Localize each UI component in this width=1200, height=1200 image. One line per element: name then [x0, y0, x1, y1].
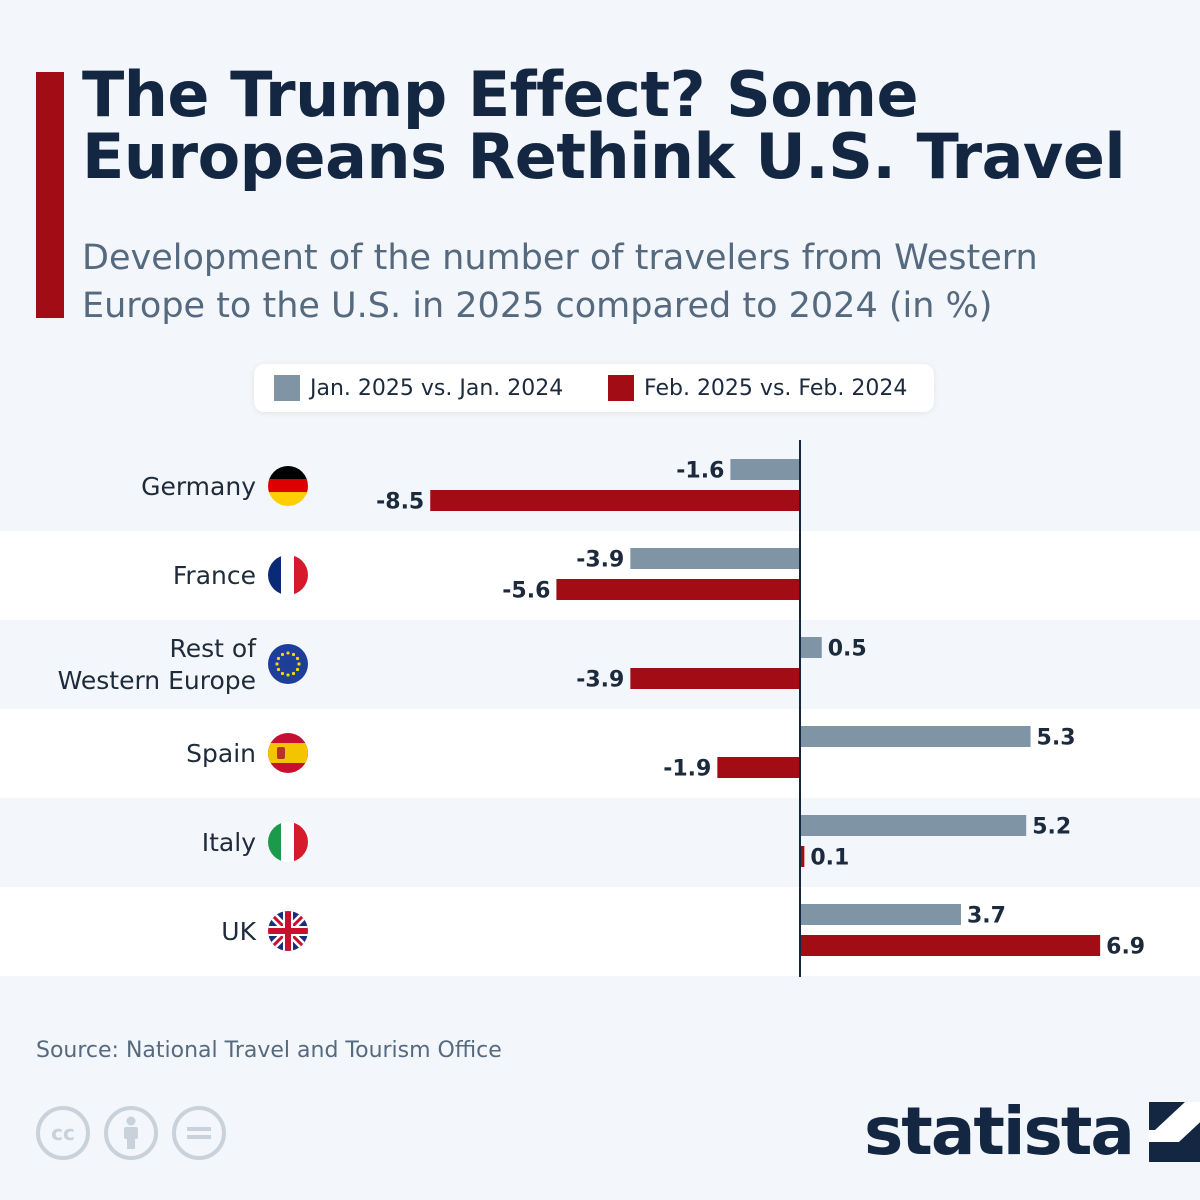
legend-swatch-feb: [608, 375, 634, 401]
legend-label-jan: Jan. 2025 vs. Jan. 2024: [310, 375, 564, 401]
bar-jan: [730, 459, 800, 480]
bar-feb: [430, 490, 800, 511]
eu-star: [295, 667, 300, 672]
statista-mark-icon: [1148, 1102, 1200, 1162]
bar-value-label: -3.9: [576, 548, 624, 573]
country-name-line-1: Rest of: [169, 633, 257, 663]
bar-value-label: -1.6: [676, 459, 724, 484]
eu-star: [276, 667, 281, 672]
source-note: Source: National Travel and Tourism Offi…: [36, 1038, 502, 1063]
france-flag-icon: [268, 555, 308, 595]
country-name: France: [172, 560, 256, 590]
logo-text: statista: [864, 1093, 1135, 1170]
country-name: Germany: [141, 471, 256, 501]
eu-star: [295, 656, 300, 661]
legend-item-jan: Jan. 2025 vs. Jan. 2024: [274, 364, 563, 412]
chart-legend: Jan. 2025 vs. Jan. 2024 Feb. 2025 vs. Fe…: [254, 364, 934, 412]
row-uk: UK: [0, 887, 1200, 976]
eu-star: [286, 651, 290, 655]
country-label: Italy: [16, 798, 256, 887]
eu-star: [280, 652, 285, 657]
row-germany: Germany: [0, 442, 1200, 531]
italy-flag-icon: [268, 822, 308, 862]
chart-subtitle: Development of the number of travelers f…: [82, 238, 1038, 326]
bar-value-label: 5.3: [1037, 726, 1076, 751]
no-derivatives-icon[interactable]: [172, 1106, 226, 1160]
bar-value-label: -8.5: [376, 490, 424, 515]
eu-star: [275, 662, 279, 666]
bar-jan: [800, 904, 961, 925]
bar-value-label: 0.1: [810, 846, 849, 871]
bar-feb: [800, 846, 805, 867]
country-name-line-2: Western Europe: [57, 665, 256, 695]
eu-star: [291, 652, 296, 657]
legend-item-feb: Feb. 2025 vs. Feb. 2024: [608, 364, 907, 412]
title-accent-bar: [36, 72, 64, 318]
uk-flag-icon: [268, 911, 308, 951]
germany-flag-icon: [268, 466, 308, 506]
bar-value-label: -5.6: [502, 579, 550, 604]
country-label: France: [16, 531, 256, 620]
country-label: Germany: [16, 442, 256, 531]
cc-icon[interactable]: cc: [36, 1106, 90, 1160]
zero-axis-line: [799, 440, 801, 977]
bar-value-label: -1.9: [663, 757, 711, 782]
eu-star: [280, 671, 285, 676]
bar-jan: [800, 815, 1027, 836]
eu-star: [297, 662, 301, 666]
statista-logo[interactable]: statista: [864, 1096, 1200, 1168]
spain-flag-icon: [268, 733, 308, 773]
country-label: UK: [16, 887, 256, 976]
row-rest-of-western-europe: Rest of Western Europe: [0, 620, 1200, 709]
row-france: France: [0, 531, 1200, 620]
country-name: Italy: [201, 827, 256, 857]
legend-label-feb: Feb. 2025 vs. Feb. 2024: [644, 375, 908, 401]
bar-value-label: 5.2: [1032, 815, 1071, 840]
eu-flag-icon: [268, 644, 308, 684]
bar-feb: [800, 935, 1101, 956]
attribution-icon[interactable]: [104, 1106, 158, 1160]
country-label: Spain: [16, 709, 256, 798]
legend-swatch-jan: [274, 375, 300, 401]
eu-star: [276, 656, 281, 661]
bar-jan: [800, 637, 822, 658]
country-name: UK: [221, 916, 256, 946]
country-label: Rest of Western Europe: [16, 620, 256, 709]
eu-star: [286, 673, 290, 677]
bar-feb: [717, 757, 800, 778]
bar-value-label: 3.7: [967, 904, 1006, 929]
bar-jan: [800, 726, 1031, 747]
bar-chart: -1.6 -8.5 -3.9 -5.6 0.5 -3.9 5.3 -1.9 5.2 0.1 3.7 6…: [376, 459, 1145, 960]
country-name: Rest of Western Europe: [58, 633, 256, 697]
country-name: Spain: [186, 738, 256, 768]
row-italy: Italy: [0, 798, 1200, 887]
bar-value-label: 6.9: [1106, 935, 1145, 960]
license-icons: cc: [36, 1106, 226, 1160]
bar-feb: [630, 668, 800, 689]
bar-value-label: -3.9: [576, 668, 624, 693]
bar-value-label: 0.5: [828, 637, 867, 662]
bar-jan: [630, 548, 800, 569]
page-title: The Trump Effect? Some Europeans Rethink…: [82, 58, 1126, 193]
row-spain: Spain: [0, 709, 1200, 798]
eu-star: [291, 671, 296, 676]
bar-feb: [556, 579, 800, 600]
